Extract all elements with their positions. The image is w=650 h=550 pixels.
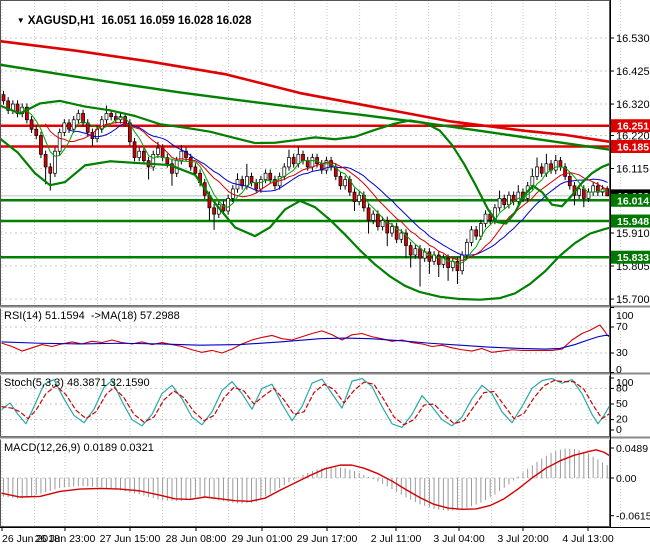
svg-text:16.185: 16.185: [617, 142, 649, 154]
overlay-ma-layer: [0, 39, 612, 301]
svg-text:15.700: 15.700: [616, 294, 650, 306]
svg-text:15.910: 15.910: [616, 228, 650, 240]
svg-text:27 Jun 15:00: 27 Jun 15:00: [100, 533, 161, 545]
svg-text:3 Jul 20:00: 3 Jul 20:00: [497, 533, 549, 545]
svg-text:30: 30: [616, 347, 628, 359]
svg-text:15.833: 15.833: [617, 252, 649, 264]
svg-text:80: 80: [616, 382, 628, 394]
svg-text:50: 50: [616, 398, 628, 410]
svg-text:15.948: 15.948: [617, 216, 649, 228]
svg-text:26 Jun 23:00: 26 Jun 23:00: [35, 533, 96, 545]
macd-label: MACD(12,26,9) 0.0189 0.0321: [4, 442, 154, 454]
svg-text:16.425: 16.425: [616, 66, 650, 78]
svg-text:4 Jul 13:00: 4 Jul 13:00: [562, 533, 614, 545]
price-axis[interactable]: 16.530 16.425 16.320 16.220 16.115 15.910 15.8…: [610, 33, 650, 306]
svg-text:29 Jun 17:00: 29 Jun 17:00: [297, 533, 358, 545]
vertical-gridlines: [1, 0, 622, 527]
svg-text:15.805: 15.805: [616, 261, 650, 273]
svg-text:2 Jul 11:00: 2 Jul 11:00: [371, 533, 422, 545]
svg-text:16.530: 16.530: [616, 33, 650, 45]
svg-text:16.115: 16.115: [616, 164, 649, 176]
rsi-panel[interactable]: [0, 324, 611, 354]
symbol-dropdown-icon[interactable]: ▼: [16, 16, 25, 25]
stoch-label: Stoch(5,3,3) 48.3871 32.1590: [4, 377, 150, 389]
macd-axis[interactable]: 0.0489 0.00 -0.0615: [610, 443, 650, 523]
svg-text:0: 0: [616, 364, 622, 376]
svg-text:26 Jun 2018: 26 Jun 2018: [2, 533, 60, 545]
chart-title-text: XAGUSD,H1 16.051 16.059 16.028 16.028: [27, 15, 252, 27]
chart-title: ▼ XAGUSD,H1 16.051 16.059 16.028 16.028: [4, 3, 252, 39]
svg-text:16.220: 16.220: [616, 130, 650, 142]
svg-text:-0.0615: -0.0615: [616, 511, 650, 523]
svg-text:3 Jul 04:00: 3 Jul 04:00: [433, 533, 485, 545]
svg-text:16.251: 16.251: [617, 121, 649, 133]
rsi-label: RSI(14) 51.1594 ->MA(18) 57.2988: [4, 310, 180, 322]
main-panel[interactable]: [0, 37, 610, 300]
svg-text:70: 70: [616, 321, 628, 333]
stoch-panel[interactable]: [0, 377, 611, 428]
svg-text:16.320: 16.320: [616, 99, 650, 111]
macd-panel[interactable]: [0, 448, 611, 511]
svg-text:28 Jun 08:00: 28 Jun 08:00: [166, 533, 227, 545]
svg-text:100: 100: [616, 377, 634, 389]
svg-text:16.014: 16.014: [617, 195, 649, 207]
svg-text:0.00: 0.00: [616, 473, 637, 485]
svg-text:29 Jun 01:00: 29 Jun 01:00: [232, 533, 293, 545]
svg-text:20: 20: [616, 414, 628, 426]
svg-text:0: 0: [616, 424, 622, 436]
svg-text:0.0489: 0.0489: [616, 443, 648, 455]
panel-borders: [0, 0, 650, 528]
svg-text:100: 100: [616, 310, 634, 322]
